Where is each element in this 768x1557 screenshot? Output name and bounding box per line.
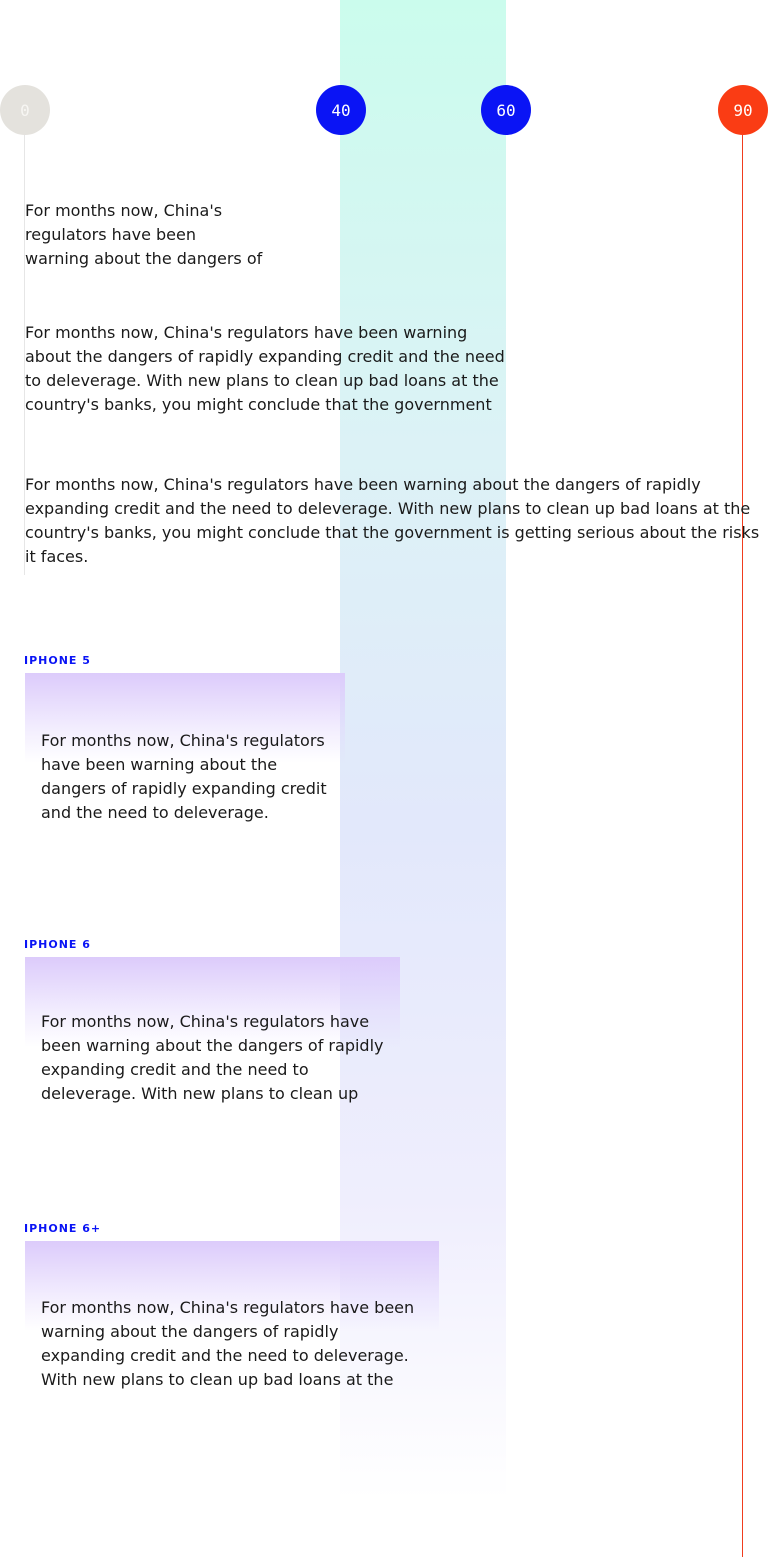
device-box-iphone-6 (25, 957, 400, 1047)
device-label-iphone-6-plus: IPHONE 6+ (24, 1222, 102, 1235)
device-text-iphone-6-plus: For months now, China's regulators have … (41, 1298, 415, 1389)
device-text-iphone-6: For months now, China's regulators have … (41, 1012, 384, 1103)
device-box-iphone-6-plus (25, 1241, 439, 1331)
sample-text-medium: For months now, China's regulators have … (25, 323, 505, 414)
sample-text-wide: For months now, China's regulators have … (25, 475, 760, 566)
sample-text-narrow: For months now, China's regulators have … (25, 201, 263, 268)
marker-0: 0 (0, 85, 50, 135)
marker-90: 90 (718, 85, 768, 135)
zero-guide-line (24, 135, 25, 575)
marker-40: 40 (316, 85, 366, 135)
device-label-iphone-5: IPHONE 5 (24, 654, 91, 667)
marker-60: 60 (481, 85, 531, 135)
device-box-iphone-5 (25, 673, 345, 763)
device-label-iphone-6: IPHONE 6 (24, 938, 91, 951)
device-text-iphone-5: For months now, China's regulators have … (41, 731, 327, 822)
ninety-guide-line (742, 135, 743, 1557)
